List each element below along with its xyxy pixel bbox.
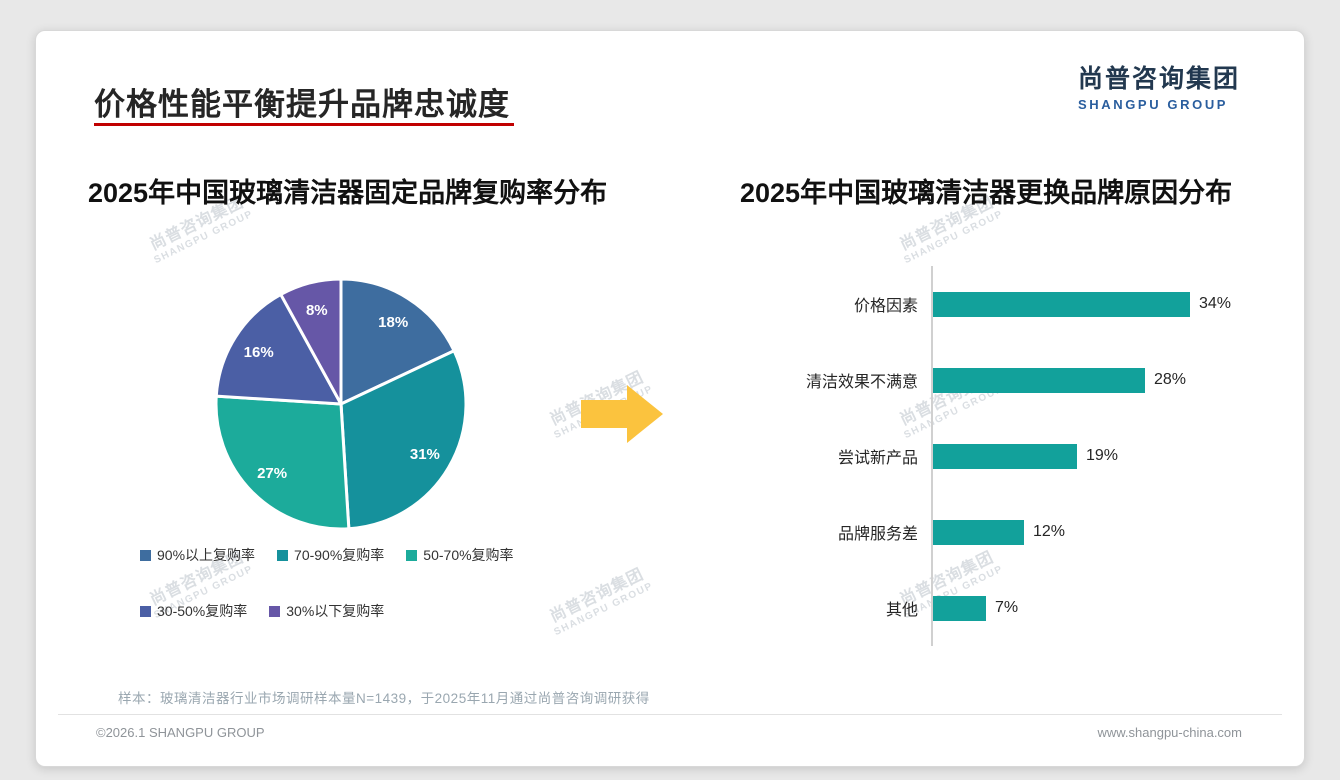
legend-swatch [277, 549, 289, 561]
arrow-right-shape [581, 385, 663, 443]
bar-category-label: 尝试新产品 [837, 450, 918, 467]
legend-swatch [406, 549, 418, 561]
bar-track: 28% [931, 342, 1281, 418]
bar-track: 12% [931, 494, 1281, 570]
bar-row: 清洁效果不满意 28% [736, 342, 1281, 418]
bar-fill [933, 595, 986, 621]
pie-slice [214, 394, 351, 531]
bar-chart-title: 2025年中国玻璃清洁器更换品牌原因分布 [740, 178, 1233, 208]
sample-note: 样本：玻璃清洁器行业市场调研样本量N=1439，于2025年11月通过尚普咨询调… [118, 691, 650, 706]
bar-category-label: 价格因素 [853, 298, 918, 315]
bar-fill [933, 519, 1024, 545]
bar-fill [933, 443, 1077, 469]
legend-item: 30%以下复购率 [269, 601, 384, 621]
legend-swatch [269, 605, 281, 617]
pie-slice [214, 292, 343, 406]
pie-data-label: 18% [378, 314, 408, 331]
pie-slice [339, 349, 468, 531]
pie-chart-title: 2025年中国玻璃清洁器固定品牌复购率分布 [88, 178, 608, 208]
pie-data-label: 27% [257, 465, 287, 482]
bar-value-label: 7% [995, 599, 1019, 616]
pie-chart: 18% 31% 27% 16% 8% [214, 277, 468, 531]
footer-divider [58, 714, 1282, 715]
bar-row: 其他 7% [736, 570, 1281, 646]
bar-chart: 价格因素 34% 清洁效果不满意 28% 尝试新产品 19% 品牌服务差 12% 其他 7% [736, 266, 1281, 646]
slide-content: 价格性能平衡提升品牌忠诚度 尚普咨询集团 SHANGPU GROUP 2025年… [36, 31, 1304, 766]
bar-track: 19% [931, 418, 1281, 494]
bar-value-label: 34% [1199, 295, 1232, 312]
pie-slice [339, 277, 456, 406]
pie-legend: 90%以上复购率 70-90%复购率 50-70%复购率 30-50%复购率 30%以下… [140, 545, 570, 621]
slide-card: 尚普咨询集团 SHANGPU GROUP 尚普咨询集团 SHANGPU GROUP 尚普… [35, 30, 1305, 767]
legend-label: 30-50%复购率 [157, 603, 248, 619]
legend-label: 90%以上复购率 [157, 547, 256, 563]
bar-row: 尝试新产品 19% [736, 418, 1281, 494]
bar-track: 34% [931, 266, 1281, 342]
bar-fill [933, 291, 1190, 317]
bar-category-label: 清洁效果不满意 [805, 374, 918, 391]
legend-label: 30%以下复购率 [286, 603, 385, 619]
legend-swatch [140, 549, 151, 561]
footer-website: www.shangpu-china.com [1097, 725, 1242, 740]
legend-label: 50-70%复购率 [423, 547, 514, 563]
bar-row: 品牌服务差 12% [736, 494, 1281, 570]
arrow-right-icon [581, 383, 665, 450]
legend-item: 50-70%复购率 [406, 545, 514, 565]
logo-text-en: SHANGPU GROUP [1077, 97, 1229, 112]
page-title: 价格性能平衡提升品牌忠诚度 [94, 87, 510, 122]
bar-row: 价格因素 34% [736, 266, 1281, 342]
bar-value-label: 19% [1086, 447, 1119, 464]
legend-swatch [140, 605, 151, 617]
company-logo: 尚普咨询集团 SHANGPU GROUP [1078, 59, 1240, 112]
bar-category-label: 其他 [885, 602, 918, 619]
legend-item: 90%以上复购率 [140, 545, 255, 565]
pie-slice [279, 277, 343, 406]
legend-label: 70-90%复购率 [294, 547, 385, 563]
title-underline [94, 123, 514, 126]
pie-data-label: 31% [410, 446, 440, 463]
logo-text-cn: 尚普咨询集团 [1077, 65, 1240, 93]
bar-value-label: 12% [1033, 523, 1066, 540]
bar-value-label: 28% [1154, 371, 1187, 388]
bar-category-label: 品牌服务差 [837, 526, 918, 543]
footer-copyright: ©2026.1 SHANGPU GROUP [96, 725, 265, 740]
arrow-polygon [581, 385, 663, 443]
bar-fill [933, 367, 1145, 393]
legend-item: 70-90%复购率 [277, 545, 384, 565]
pie-data-label: 8% [306, 302, 328, 319]
pie-data-label: 16% [244, 344, 274, 361]
legend-item: 30-50%复购率 [140, 601, 247, 621]
bar-track: 7% [931, 570, 1281, 646]
